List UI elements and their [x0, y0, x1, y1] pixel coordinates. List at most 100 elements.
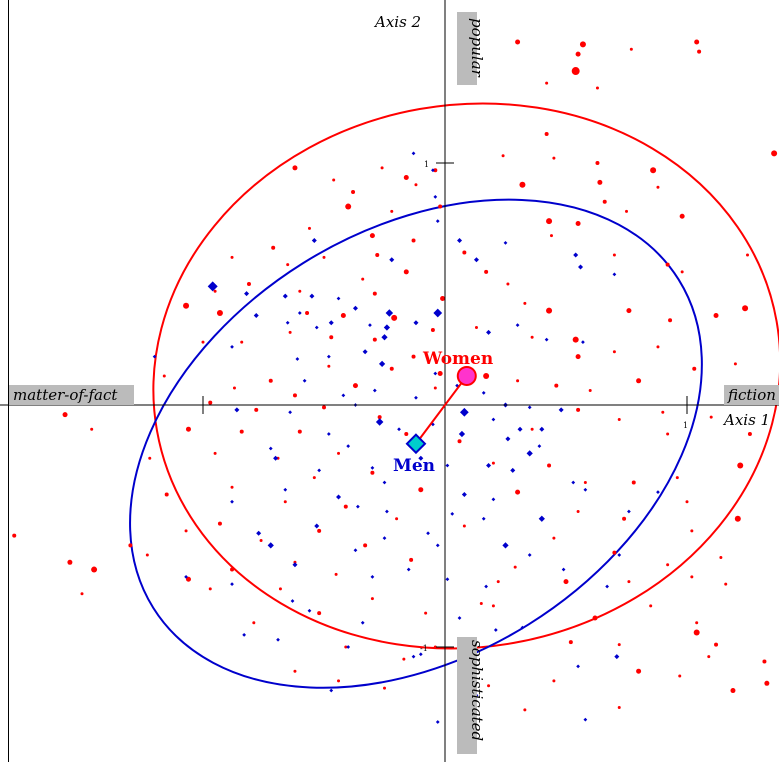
- point-women: [307, 226, 311, 230]
- point-women: [361, 277, 365, 281]
- point-women: [344, 645, 348, 649]
- point-men: [571, 480, 576, 485]
- point-women: [372, 291, 377, 296]
- point-women: [501, 154, 505, 158]
- point-men: [385, 509, 389, 514]
- point-women: [402, 657, 406, 661]
- point-men: [273, 455, 279, 461]
- point-women: [440, 296, 446, 302]
- point-women: [404, 432, 409, 437]
- point-women: [479, 601, 483, 605]
- point-women: [733, 362, 737, 366]
- point-women: [764, 680, 770, 686]
- point-men: [418, 455, 424, 461]
- point-women: [714, 642, 719, 647]
- point-men: [461, 492, 467, 498]
- men-mean-marker: [405, 433, 427, 455]
- point-men: [503, 240, 508, 245]
- men-label: Men: [393, 456, 435, 476]
- point-women: [185, 576, 191, 582]
- pole-label-top: popular: [468, 18, 486, 78]
- point-men: [329, 688, 334, 693]
- point-women: [383, 686, 386, 690]
- point-men: [433, 308, 443, 318]
- point-women: [380, 166, 384, 170]
- point-women: [546, 307, 553, 314]
- point-men: [311, 237, 317, 243]
- point-women: [668, 318, 673, 323]
- point-women: [666, 432, 670, 436]
- pole-label-left: matter-of-fact: [13, 386, 118, 404]
- point-men: [406, 567, 411, 572]
- point-women: [433, 386, 437, 390]
- point-men: [445, 577, 450, 582]
- ellipse-men: [129, 198, 703, 689]
- point-women: [625, 209, 628, 213]
- point-men: [282, 293, 288, 299]
- point-women: [665, 262, 670, 267]
- point-women: [90, 427, 94, 431]
- point-men: [372, 388, 377, 393]
- pole-label-right: fiction: [727, 386, 776, 404]
- point-women: [519, 181, 526, 188]
- point-women: [650, 167, 657, 174]
- point-women: [523, 708, 527, 712]
- point-men: [375, 418, 384, 426]
- point-women: [375, 252, 380, 257]
- y-tick-label-negative: -1: [420, 644, 428, 653]
- point-men: [326, 354, 331, 359]
- point-women: [230, 485, 234, 489]
- concentration-ellipses: [129, 102, 779, 689]
- point-women: [164, 492, 169, 497]
- point-women: [457, 439, 462, 444]
- point-men: [411, 654, 416, 659]
- point-women: [737, 462, 744, 469]
- point-women: [230, 255, 234, 259]
- point-women: [636, 378, 642, 384]
- point-women: [675, 476, 679, 480]
- point-women: [724, 582, 728, 586]
- point-men: [276, 637, 280, 642]
- point-women: [208, 587, 212, 591]
- point-men: [397, 427, 401, 432]
- point-men: [583, 487, 588, 492]
- point-women: [554, 383, 559, 388]
- point-women: [530, 335, 534, 339]
- point-men: [346, 645, 351, 649]
- point-women: [185, 426, 191, 432]
- point-women: [575, 354, 581, 360]
- point-women: [487, 684, 491, 688]
- group-means: [405, 365, 477, 455]
- point-women: [208, 400, 213, 405]
- point-women: [656, 185, 660, 189]
- point-women: [552, 536, 556, 540]
- point-men: [526, 450, 533, 457]
- point-women: [62, 412, 68, 418]
- point-women: [230, 567, 235, 572]
- point-women: [474, 326, 478, 330]
- point-men: [184, 574, 188, 579]
- point-men: [295, 357, 300, 361]
- point-women: [292, 393, 297, 398]
- point-men: [353, 548, 358, 553]
- point-men: [491, 497, 496, 502]
- point-men: [382, 480, 387, 485]
- point-women: [762, 659, 767, 664]
- point-men: [242, 633, 247, 637]
- point-men: [457, 616, 462, 620]
- point-women: [148, 456, 152, 460]
- point-women: [680, 270, 684, 274]
- point-women: [713, 312, 719, 318]
- point-women: [694, 39, 700, 45]
- point-women: [403, 269, 409, 275]
- point-men: [336, 296, 341, 301]
- point-women: [692, 366, 697, 371]
- point-women: [293, 669, 297, 673]
- point-men: [283, 487, 288, 492]
- point-men: [520, 625, 525, 630]
- point-women: [595, 86, 599, 90]
- point-men: [614, 654, 620, 660]
- point-women: [334, 572, 338, 576]
- point-women: [515, 489, 521, 495]
- point-women: [184, 529, 188, 533]
